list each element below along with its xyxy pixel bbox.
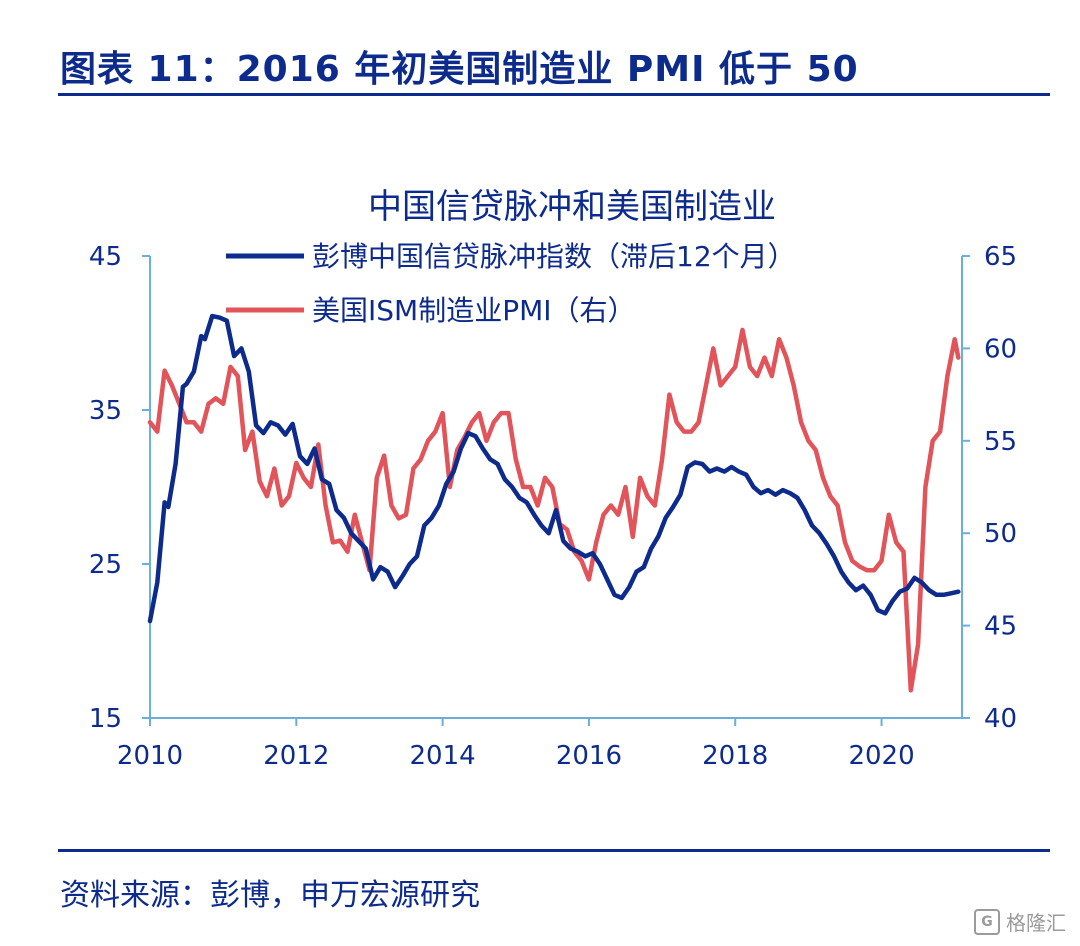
right-y-tick-label: 45 <box>984 612 1017 642</box>
series-lines <box>147 313 961 693</box>
watermark: G 格隆汇 <box>974 907 1066 936</box>
x-tick-label: 2020 <box>848 741 914 771</box>
axes: 15 25 35 45 40 45 50 55 60 65 2010 2012 2014 2016 2018… <box>89 242 1017 771</box>
left-y-tick-label: 25 <box>89 550 122 580</box>
legend-label-ism-pmi: 美国ISM制造业PMI（右） <box>312 294 636 327</box>
right-y-tick-label: 40 <box>984 704 1017 734</box>
source-note: 资料来源：彭博，申万宏源研究 <box>60 878 480 913</box>
bottom-rule <box>58 849 1050 852</box>
left-y-tick-label: 45 <box>89 242 122 272</box>
chart-title: 中国信贷脉冲和美国制造业 <box>368 187 776 227</box>
left-y-tick-label: 35 <box>89 396 122 426</box>
x-tick-label: 2012 <box>263 741 329 771</box>
right-y-tick-label: 55 <box>984 427 1017 457</box>
watermark-logo-icon: G <box>974 908 1000 935</box>
series-line-credit-impulse <box>147 313 961 624</box>
figure-title: 图表 11：2016 年初美国制造业 PMI 低于 50 <box>60 49 859 90</box>
top-rule <box>58 93 1050 96</box>
legend-label-credit-impulse: 彭博中国信贷脉冲指数（滞后12个月） <box>312 240 796 273</box>
series-line-ism-pmi <box>147 327 961 693</box>
x-tick-label: 2010 <box>117 741 183 771</box>
x-tick-label: 2016 <box>556 741 622 771</box>
right-y-tick-label: 60 <box>984 334 1017 364</box>
x-tick-label: 2014 <box>410 741 476 771</box>
legend: 彭博中国信贷脉冲指数（滞后12个月） 美国ISM制造业PMI（右） <box>226 240 796 327</box>
watermark-text: 格隆汇 <box>1006 911 1066 935</box>
right-y-tick-label: 65 <box>984 242 1017 272</box>
x-tick-label: 2018 <box>702 741 768 771</box>
left-y-tick-label: 15 <box>89 704 122 734</box>
right-y-tick-label: 50 <box>984 519 1017 549</box>
